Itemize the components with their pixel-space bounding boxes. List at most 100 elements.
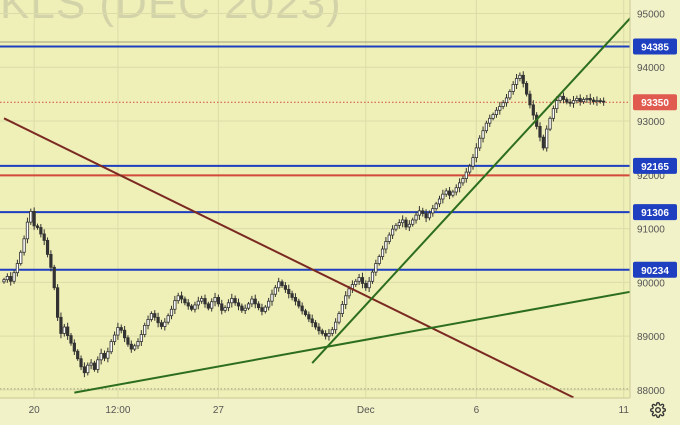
candle-body [56, 287, 60, 318]
candle-body [558, 95, 562, 101]
candle-body [99, 352, 103, 361]
candle-body [273, 287, 277, 295]
candle-body [62, 326, 66, 334]
candle-body [347, 288, 351, 297]
candle-body [387, 234, 391, 242]
candle-body [602, 100, 606, 103]
candle-body [498, 106, 502, 111]
candle-body [22, 238, 26, 253]
last-price-badge [633, 94, 677, 111]
candle-body [407, 223, 411, 228]
y-tick-label: 89000 [637, 332, 665, 343]
candle-body [179, 295, 184, 300]
candle-body [39, 227, 43, 235]
candle-body [494, 109, 499, 115]
candle-body [411, 219, 415, 225]
candle-body [390, 228, 395, 236]
x-tick-label: 27 [213, 405, 225, 416]
trendline[interactable] [74, 288, 641, 394]
candle-body [481, 130, 485, 139]
candle-body [19, 251, 23, 264]
candle-body [488, 117, 492, 124]
candle-body [414, 214, 418, 221]
candle-body [585, 98, 589, 100]
y-tick-label: 88000 [637, 386, 665, 397]
candle-body [511, 84, 515, 92]
badge-label: 92165 [641, 162, 669, 173]
y-tick-label: 90000 [637, 278, 665, 289]
candle-body [250, 298, 254, 305]
candle-body [293, 297, 298, 302]
candle-body [230, 298, 234, 304]
candle-body [233, 298, 237, 304]
trendline[interactable] [3, 117, 574, 399]
candle-body [102, 352, 107, 359]
candle-body [2, 279, 6, 283]
candle-body [340, 304, 344, 314]
level-badge [633, 157, 677, 174]
candle-body [478, 137, 482, 149]
candle-body [310, 318, 314, 324]
candle-body [173, 300, 177, 310]
candle-body [163, 321, 167, 327]
candle-body [32, 210, 36, 227]
candle-body [45, 240, 50, 255]
candle-body [12, 272, 16, 282]
level-badge [633, 261, 677, 278]
candle-body [364, 283, 368, 289]
candle-body [86, 364, 90, 374]
candle-body [143, 324, 147, 335]
candle-body [468, 165, 472, 173]
candle-body [317, 326, 321, 332]
candle-body [367, 280, 371, 289]
candle-body [200, 298, 204, 302]
candle-body [226, 302, 231, 309]
candle-body [454, 187, 458, 193]
candle-body [354, 280, 358, 285]
badge-label: 91306 [641, 208, 669, 219]
candle-body [169, 308, 174, 317]
x-tick-label: 12:00 [105, 405, 130, 416]
candle-body [166, 315, 170, 323]
candle-body [397, 222, 401, 226]
candle-body [307, 314, 311, 320]
badge-label: 90234 [641, 266, 669, 277]
candle-body [243, 307, 247, 311]
candle-body [59, 316, 63, 334]
candlesticks [2, 71, 606, 378]
candle-body [377, 256, 381, 264]
candle-body [424, 213, 428, 219]
candle-body [153, 313, 157, 318]
candle-body [327, 333, 331, 337]
candle-body [538, 125, 542, 138]
candle-body [76, 350, 80, 360]
candle-body [176, 295, 180, 302]
gear-icon[interactable] [648, 400, 668, 420]
candle-body [236, 302, 241, 307]
candle-body [561, 95, 566, 100]
time-axis-bg [0, 398, 630, 425]
candle-body [89, 362, 93, 366]
candle-body [263, 306, 267, 312]
trendline[interactable] [311, 6, 642, 364]
candle-body [297, 300, 301, 307]
candle-body [334, 321, 338, 331]
candle-body [320, 330, 324, 334]
candle-body [427, 212, 432, 219]
candle-body [196, 300, 200, 306]
candle-body [193, 304, 197, 310]
candle-body [109, 341, 113, 353]
candle-body [568, 101, 572, 104]
grid [0, 0, 630, 398]
candle-body [116, 327, 120, 336]
candle-body [42, 233, 46, 241]
candle-body [384, 241, 388, 250]
price-badges: 94385 93350 92165 91306 90234 [633, 38, 677, 278]
candle-body [501, 102, 505, 107]
candle-body [213, 297, 217, 303]
candle-body [277, 281, 281, 289]
badge-label: 94385 [641, 43, 669, 54]
y-tick-label: 95000 [637, 9, 665, 20]
candle-body [29, 210, 33, 223]
